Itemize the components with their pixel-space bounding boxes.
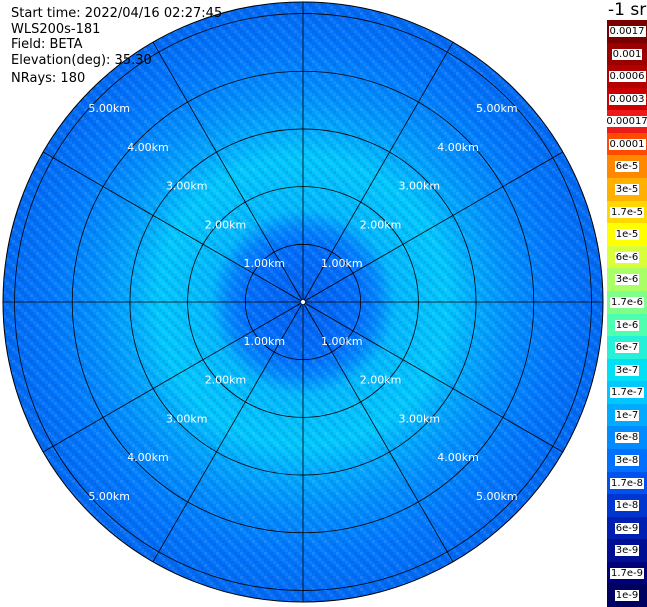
colorbar-swatch: 6e-9 — [607, 516, 647, 540]
colorbar-swatch: 1.7e-7 — [607, 381, 647, 405]
range-label: 3.00km — [398, 180, 440, 193]
azimuth-spoke — [302, 301, 454, 563]
colorbar-tick-label: 0.0001 — [608, 138, 646, 150]
device-label: WLS200s-181 — [11, 22, 101, 37]
colorbar-tick-label: 6e-5 — [614, 161, 640, 173]
colorbar-tick-label: 6e-8 — [614, 432, 640, 444]
colorbar-swatch: 3e-8 — [607, 448, 647, 473]
colorbar-tick-label: 6e-7 — [614, 342, 640, 354]
colorbar-swatch: 3e-5 — [607, 178, 647, 202]
range-label: 4.00km — [127, 451, 169, 464]
colorbar-tick-label: 6e-9 — [614, 522, 640, 534]
range-label: 1.00km — [243, 257, 285, 270]
colorbar-swatch: 1.7e-5 — [607, 200, 647, 224]
colorbar-tick-label: 1.7e-9 — [609, 567, 645, 579]
colorbar-swatch: 6e-7 — [607, 336, 647, 360]
colorbar-tick-label: 1e-7 — [614, 409, 640, 421]
range-label: 4.00km — [437, 451, 479, 464]
range-label: 2.00km — [360, 374, 402, 387]
colorbar-swatch: 0.001 — [607, 42, 647, 66]
colorbar-swatch: 0.0006 — [607, 65, 647, 89]
colorbar-tick-label: 1e-5 — [614, 229, 640, 241]
colorbar-swatch: 1.7e-6 — [607, 290, 647, 314]
colorbar-tick-label: 1e-8 — [614, 500, 640, 512]
colorbar-tick-label: 6e-6 — [614, 251, 640, 263]
range-label: 5.00km — [476, 102, 518, 115]
colorbar-tick-label: 0.00017 — [605, 116, 647, 128]
colorbar-swatch: 0.0003 — [607, 87, 647, 111]
range-label: 5.00km — [88, 102, 130, 115]
colorbar-swatch: 0.0001 — [607, 132, 647, 156]
range-label: 1.00km — [321, 257, 363, 270]
radar-center — [301, 300, 305, 304]
range-label: 1.00km — [243, 335, 285, 348]
colorbar-tick-label: 1.7e-8 — [609, 477, 645, 489]
range-label: 5.00km — [476, 490, 518, 503]
colorbar-unit-label: -1 sr — [608, 0, 647, 20]
colorbar-swatch: 3e-7 — [607, 358, 647, 382]
range-label: 3.00km — [398, 412, 440, 425]
azimuth-spoke — [152, 41, 304, 303]
range-label: 2.00km — [205, 374, 247, 387]
range-label: 4.00km — [437, 141, 479, 154]
azimuth-spoke — [152, 301, 304, 563]
elevation-label: Elevation(deg): 35.30 — [11, 53, 152, 68]
range-label: 3.00km — [166, 180, 208, 193]
colorbar-tick-label: 3e-8 — [614, 454, 640, 466]
colorbar-tick-label: 1e-9 — [614, 590, 640, 602]
azimuth-spoke — [302, 41, 454, 303]
azimuth-spoke — [42, 151, 304, 303]
colorbar: 0.0017 0.001 0.0006 0.0003 0.00017 0.0001 6e-5… — [605, 20, 647, 607]
colorbar-tick-label: 0.0017 — [608, 26, 646, 38]
colorbar-swatch: 0.0017 — [607, 20, 647, 44]
colorbar-swatch: 3e-6 — [607, 268, 647, 292]
range-label: 3.00km — [166, 412, 208, 425]
colorbar-tick-label: 3e-5 — [614, 184, 640, 196]
range-label: 2.00km — [205, 218, 247, 231]
nrays-label: NRays: 180 — [11, 71, 86, 86]
colorbar-swatch: 0.00017 — [605, 110, 647, 134]
colorbar-tick-label: 1e-6 — [614, 319, 640, 331]
range-label: 5.00km — [88, 490, 130, 503]
azimuth-spoke — [42, 301, 304, 453]
colorbar-tick-label: 1.7e-6 — [609, 296, 645, 308]
colorbar-tick-label: 1.7e-7 — [609, 387, 645, 399]
field-label: Field: BETA — [11, 37, 83, 52]
colorbar-swatch: 1e-9 — [607, 584, 647, 607]
colorbar-swatch: 1.7e-9 — [607, 561, 647, 585]
range-label: 2.00km — [360, 218, 402, 231]
polar-heatmap: 1.00km 1.00km 1.00km 1.00km 2.00km 2.00km 2.00… — [2, 1, 604, 603]
colorbar-tick-label: 0.0006 — [608, 71, 646, 83]
colorbar-tick-label: 0.0003 — [608, 93, 646, 105]
colorbar-tick-label: 1.7e-5 — [609, 206, 645, 218]
colorbar-swatch: 1e-8 — [607, 494, 647, 518]
range-label: 4.00km — [127, 141, 169, 154]
colorbar-swatch: 6e-5 — [607, 155, 647, 179]
colorbar-tick-label: 0.001 — [611, 48, 643, 60]
colorbar-swatch: 1e-5 — [607, 223, 647, 247]
colorbar-tick-label: 3e-7 — [614, 364, 640, 376]
colorbar-tick-label: 3e-6 — [614, 274, 640, 286]
colorbar-swatch: 3e-9 — [607, 539, 647, 563]
colorbar-tick-label: 3e-9 — [614, 545, 640, 557]
start-time-label: Start time: 2022/04/16 02:27:45 — [11, 6, 223, 21]
colorbar-swatch: 1e-6 — [607, 313, 647, 337]
colorbar-swatch: 6e-8 — [607, 426, 647, 450]
range-label: 1.00km — [321, 335, 363, 348]
colorbar-swatch: 1e-7 — [607, 403, 647, 427]
colorbar-swatch: 6e-6 — [607, 245, 647, 269]
azimuth-spoke — [302, 151, 564, 303]
azimuth-spoke — [302, 301, 564, 453]
colorbar-swatch: 1.7e-8 — [607, 471, 647, 495]
